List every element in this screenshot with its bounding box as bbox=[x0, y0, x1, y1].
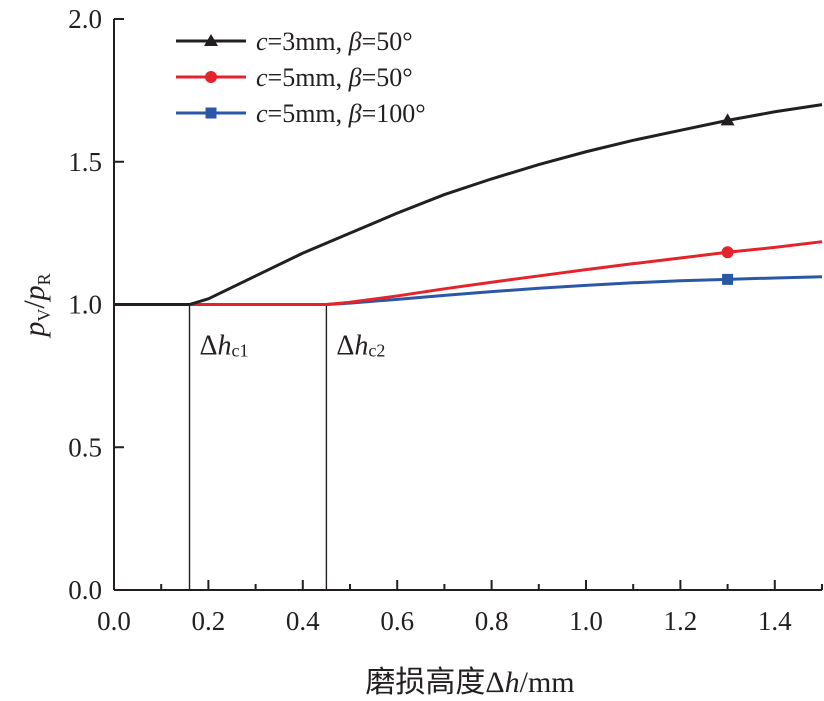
series-marker bbox=[205, 71, 217, 83]
x-tick-label: 0.8 bbox=[475, 606, 509, 636]
x-tick-label: 1.0 bbox=[569, 606, 603, 636]
legend-item: c=5mm, β=100° bbox=[176, 99, 426, 128]
series-group bbox=[114, 240, 823, 306]
x-tick-label: 0.4 bbox=[286, 606, 320, 636]
axes: 0.0 0.5 1.0 1.5 2.0 0.0 0.2 0.4 0.6 0.8 1.0 1.2 1.4 bbox=[68, 4, 823, 636]
legend-item: c=3mm, β=50° bbox=[176, 27, 413, 56]
x-tick-label: 1.2 bbox=[664, 606, 698, 636]
y-tick-label: 0.0 bbox=[68, 575, 102, 605]
legend-label: c=5mm, β=100° bbox=[256, 99, 426, 128]
legend-item: c=5mm, β=50° bbox=[176, 63, 413, 92]
legend-label: c=5mm, β=50° bbox=[256, 63, 413, 92]
series-marker bbox=[721, 246, 734, 259]
x-ticks: 0.0 0.2 0.4 0.6 0.8 1.0 1.2 1.4 bbox=[97, 580, 823, 636]
series-line bbox=[114, 240, 823, 306]
critical-wear-label: Δhc2 bbox=[336, 331, 385, 362]
series-group bbox=[114, 103, 823, 306]
x-tick-label: 0.6 bbox=[380, 606, 414, 636]
x-axis-label: 磨损高度Δh/mm bbox=[365, 666, 574, 699]
y-ticks: 0.0 0.5 1.0 1.5 2.0 bbox=[68, 4, 124, 605]
series-marker bbox=[720, 113, 735, 126]
x-tick-label: 0.0 bbox=[97, 606, 131, 636]
series-marker bbox=[204, 34, 218, 46]
series-marker bbox=[722, 273, 734, 285]
y-tick-label: 2.0 bbox=[68, 4, 102, 34]
critical-wear-labels: Δhc1 Δhc2 bbox=[200, 331, 386, 362]
y-tick-label: 1.0 bbox=[68, 290, 102, 320]
series-marker bbox=[205, 107, 217, 119]
series-line bbox=[114, 275, 823, 306]
legend: c=3mm, β=50° c=5mm, β=50° c=5mm, β=100° bbox=[176, 27, 426, 128]
y-tick-label: 1.5 bbox=[68, 147, 102, 177]
y-axis-label: pV/pR bbox=[18, 273, 54, 338]
legend-label: c=3mm, β=50° bbox=[256, 27, 413, 56]
y-tick-label: 0.5 bbox=[68, 432, 102, 462]
x-tick-label: 1.4 bbox=[758, 606, 792, 636]
critical-wear-label: Δhc1 bbox=[200, 331, 249, 362]
series-line bbox=[114, 103, 823, 306]
x-tick-label: 0.2 bbox=[192, 606, 226, 636]
series-group bbox=[114, 273, 823, 306]
critical-wear-lines bbox=[188, 304, 328, 590]
series-layer bbox=[114, 103, 823, 306]
